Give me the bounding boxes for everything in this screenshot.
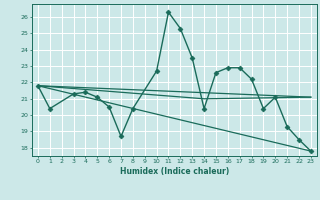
X-axis label: Humidex (Indice chaleur): Humidex (Indice chaleur) — [120, 167, 229, 176]
